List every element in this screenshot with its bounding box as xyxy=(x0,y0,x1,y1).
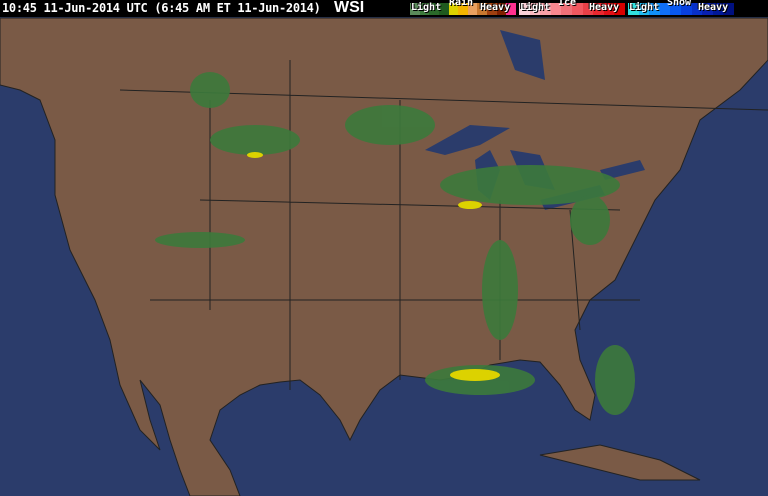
legend-ice-type-label: Ice xyxy=(558,0,577,8)
legend-swatch xyxy=(561,3,572,15)
legend-swatch xyxy=(519,3,530,15)
legend-swatch xyxy=(659,3,671,15)
legend-swatch xyxy=(448,3,459,15)
legend-swatch xyxy=(571,3,583,15)
legend-swatch xyxy=(593,3,604,15)
radar-heavy xyxy=(247,152,500,381)
land-mass xyxy=(0,17,768,496)
legend-swatch xyxy=(582,3,594,15)
legend-rain-type-label: Rain xyxy=(449,0,474,8)
legend-ice-light-label: Light xyxy=(520,2,551,13)
cuba xyxy=(539,444,701,481)
legend-swatch xyxy=(712,3,724,15)
legend-rain-bar xyxy=(410,3,517,15)
legend-swatch xyxy=(487,3,497,15)
great-lakes xyxy=(425,30,645,210)
legend-snow-heavy-label: Heavy xyxy=(698,2,729,13)
legend-swatch xyxy=(550,3,562,15)
legend-snow-type-label: Snow xyxy=(667,0,692,8)
legend-swatch xyxy=(614,3,625,15)
legend-swatch xyxy=(638,3,650,15)
header-bar: 10:45 11-Jun-2014 UTC (6:45 AM ET 11-Jun… xyxy=(0,0,768,17)
legend-ice-bar xyxy=(519,3,625,15)
legend-rain-heavy-label: Heavy xyxy=(480,2,511,13)
legend-swatch xyxy=(628,3,639,15)
legend-swatch xyxy=(702,3,713,15)
legend-swatch xyxy=(670,3,681,15)
legend-swatch xyxy=(723,3,734,15)
legend-snow-bar xyxy=(628,3,734,15)
legend-ice-heavy-label: Heavy xyxy=(589,2,620,13)
legend-swatch xyxy=(438,3,449,15)
legend-swatch xyxy=(419,3,430,15)
legend-swatch xyxy=(529,3,541,15)
legend-swatch xyxy=(458,3,468,15)
legend-swatch xyxy=(540,3,551,15)
legend-swatch xyxy=(649,3,660,15)
wsi-logo: WSI xyxy=(334,0,365,16)
legend-swatch xyxy=(680,3,692,15)
legend-swatch xyxy=(506,3,517,15)
timestamp: 10:45 11-Jun-2014 UTC (6:45 AM ET 11-Jun… xyxy=(2,1,321,15)
legend-snow-light-label: Light xyxy=(629,2,660,13)
legend-swatch xyxy=(496,3,507,15)
legend-swatch xyxy=(429,3,439,15)
legend-rain-light-label: Light xyxy=(411,2,442,13)
legend-swatch xyxy=(410,3,420,15)
legend-swatch xyxy=(477,3,488,15)
legend-swatch xyxy=(691,3,703,15)
legend-swatch xyxy=(603,3,615,15)
legend-swatch xyxy=(467,3,478,15)
